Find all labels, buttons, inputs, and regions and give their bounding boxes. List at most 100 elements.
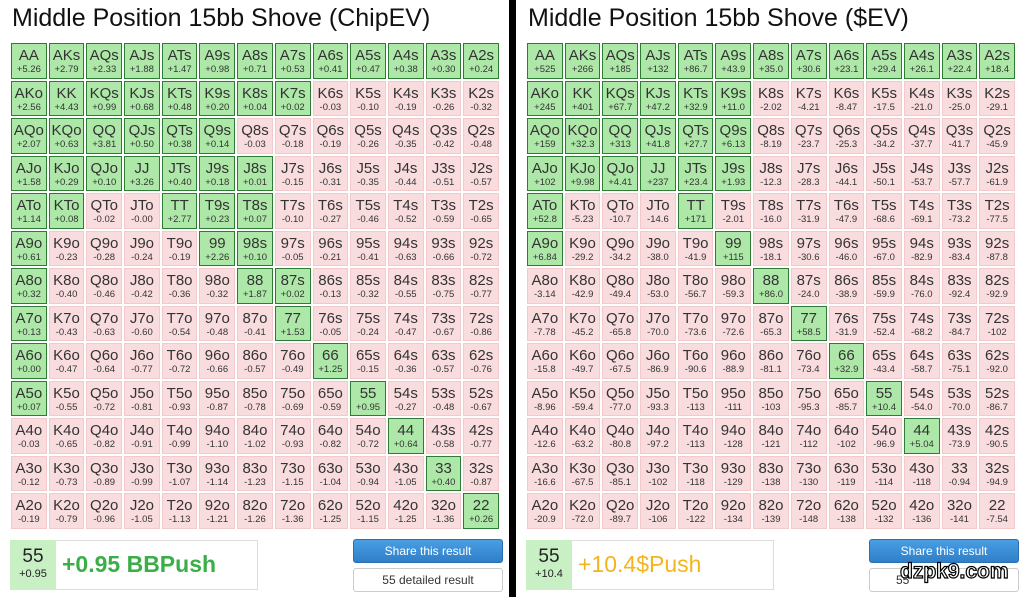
hand-cell: J5o -0.81 [124,380,160,417]
hand-ev: -34.2 [873,139,895,151]
hand-ev: -113 [686,439,705,451]
hand-ev: -93.3 [647,401,669,413]
hand-cell: 43s -0.58 [425,418,462,454]
hand-label: 32o [430,497,456,515]
hand-ev: -44.1 [835,176,858,188]
hand-label: Q8o [606,272,635,290]
hand-cell: T3s -73.2 [941,193,978,229]
hand-label: J7o [129,309,154,327]
hand-label: K9s [204,84,231,102]
hand-ev: -0.40 [55,289,78,301]
hand-ev: -8.19 [760,139,782,151]
hand-label: J9o [645,234,670,252]
hand-ev: -0.19 [168,251,191,263]
detail-button[interactable]: 55 detailed result [353,568,503,592]
hand-ev: -0.63 [394,251,417,263]
hand-ev: -0.59 [319,401,342,413]
share-button[interactable]: Share this result [353,539,503,563]
hand-ev: -0.87 [470,476,492,488]
hand-ev: -0.78 [244,401,266,413]
hand-cell: J2s -0.57 [463,155,499,192]
hand-cell: T3s -0.59 [425,193,462,229]
hand-label: 98s [758,234,784,252]
hand-label: K9s [720,84,747,102]
hand-cell: JTo -0.00 [124,193,160,229]
hand-ev: -0.76 [470,364,492,376]
hand-cell: 44 +0.64 [387,418,424,454]
hand-cell: T7s -31.9 [790,193,827,229]
hand-cell: 97o -0.48 [199,305,236,342]
hand-ev: -88.9 [722,364,745,376]
hand-ev: -0.43 [55,326,78,338]
hand-cell: K7o -0.43 [48,305,85,342]
hand-label: 96s [318,234,343,252]
hand-label: QTs [166,122,193,140]
hand-label: K6s [833,84,860,102]
hand-ev: +1.53 [280,326,305,338]
hand-ev: -94.9 [986,476,1008,488]
hand-label: K2s [984,84,1011,102]
hand-cell: KQs +0.99 [86,80,123,117]
hand-ev: -86.7 [986,401,1008,413]
hand-cell: 82o -1.26 [237,493,273,529]
hand-cell: Q9o -34.2 [602,230,639,267]
hand-label: A8o [15,272,43,290]
hand-ev: -76.0 [910,289,933,301]
hand-ev: +0.30 [431,64,456,75]
hand-ev: -30.6 [797,251,820,263]
hand-label: A3s [430,47,457,64]
hand-cell: Q6o -0.64 [86,343,123,379]
hand-cell: A3s +0.30 [425,43,462,79]
hand-ev: +0.50 [129,139,154,151]
detail-button[interactable]: 55 [869,568,1019,592]
hand-label: JJ [650,159,666,177]
hand-ev: +47.2 [645,101,670,113]
hand-cell: A9s +43.9 [715,43,752,79]
hand-ev: -0.19 [319,139,342,151]
hand-cell: QJo +0.10 [86,155,123,192]
hand-label: 95s [355,234,381,252]
hand-cell: K5o -0.55 [48,380,85,417]
hand-ev: -95.3 [797,401,820,413]
hand-ev: -0.15 [357,364,379,376]
hand-cell: J3s -0.51 [425,155,462,192]
hand-label: ATs [167,47,192,64]
hand-label: 32s [469,459,494,477]
hand-ev: -45.2 [571,326,594,338]
hand-label: 93o [720,459,746,477]
hand-ev: -89.7 [609,514,632,526]
hand-label: KJs [645,84,671,102]
hand-label: 82o [242,497,268,515]
hand-cell: 55 +0.95 [350,380,386,417]
hand-cell: J9o -0.24 [124,230,160,267]
hand-cell: 65s -43.4 [866,343,902,379]
hand-ev: -0.44 [394,176,417,188]
hand-cell: QJo +4.41 [602,155,639,192]
hand-cell: 96o -88.9 [715,343,752,379]
hand-ev: +0.95 [356,401,381,413]
hand-cell: 32o -141 [941,493,978,529]
hand-ev: -141 [949,514,969,526]
hand-label: AQo [13,122,44,140]
hand-cell: 66 +1.25 [312,343,349,379]
hand-ev: -0.31 [319,176,342,188]
share-button[interactable]: Share this result [869,539,1019,563]
hand-ev: +0.07 [16,401,41,413]
hand-label: T5o [682,384,709,402]
hand-label: A6o [531,347,559,365]
hand-label: J8s [243,159,267,177]
hand-label: K8s [242,84,268,102]
hand-label: T7s [280,197,306,215]
hand-ev: -0.67 [470,401,492,413]
hand-ev: +102 [534,176,556,188]
hand-label: 82s [985,272,1010,290]
hand-cell: 22 +0.26 [463,493,499,529]
hand-ev: +0.53 [280,64,305,75]
hand-ev: +2.79 [54,64,79,75]
hand-label: Q6s [316,122,345,140]
hand-ev: +401 [571,101,594,113]
hand-ev: -96.9 [873,439,895,451]
hand-cell: J2o -106 [640,493,676,529]
hand-cell: K2s -29.1 [979,80,1015,117]
hand-ev: -70.0 [948,401,971,413]
